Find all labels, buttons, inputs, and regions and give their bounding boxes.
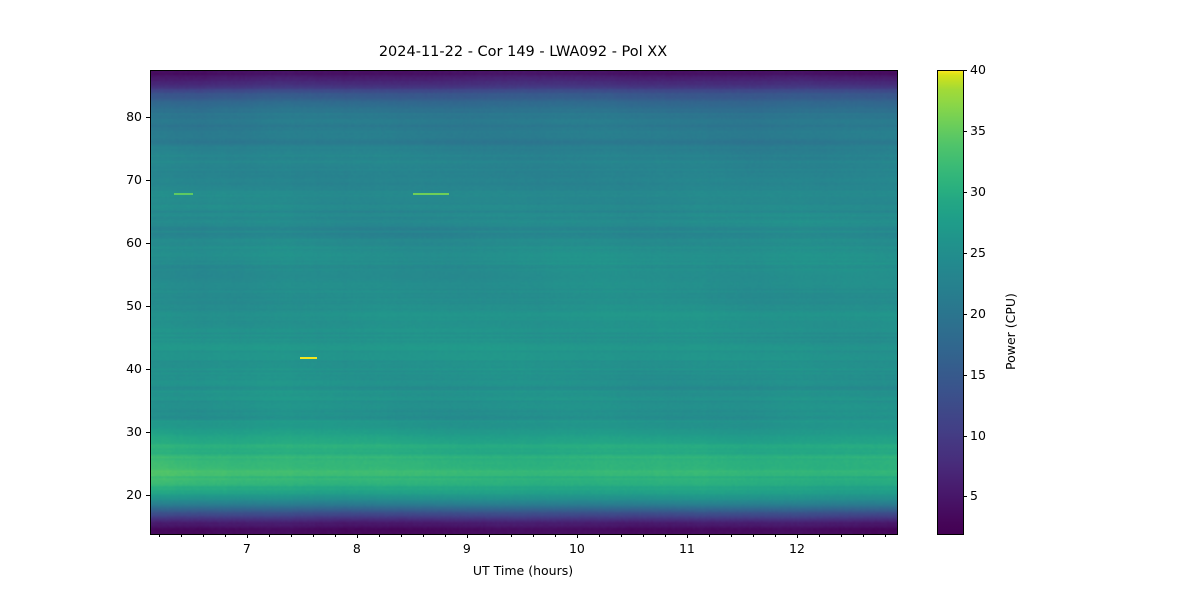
x-axis-tick-label: 7 — [242, 541, 251, 556]
colorbar — [937, 70, 964, 535]
x-axis-minor-tick-mark — [708, 534, 710, 537]
x-axis-minor-tick-mark — [532, 534, 534, 537]
spectrogram-axes — [150, 70, 898, 535]
x-axis-minor-tick-mark — [598, 534, 600, 537]
x-axis-minor-tick-mark — [510, 534, 512, 537]
y-axis-tick-label: 70 — [126, 172, 142, 188]
x-axis-minor-tick-mark — [400, 534, 402, 537]
colorbar-tick-label: 30 — [970, 183, 986, 199]
x-axis-minor-tick-mark — [334, 534, 336, 537]
colorbar-tick-mark — [963, 252, 967, 254]
x-axis-minor-tick-mark — [422, 534, 424, 537]
y-axis-tick-mark — [146, 306, 150, 308]
x-axis-tick-mark — [686, 534, 688, 538]
colorbar-tick-label: 15 — [970, 366, 986, 382]
colorbar-tick-label: 10 — [970, 427, 986, 443]
y-axis-tick-label: 50 — [126, 298, 142, 314]
x-axis-minor-tick-mark — [642, 534, 644, 537]
x-axis-minor-tick-mark — [730, 534, 732, 537]
colorbar-tick-mark — [963, 130, 967, 132]
colorbar-tick-label: 25 — [970, 244, 986, 260]
x-axis-minor-tick-mark — [620, 534, 622, 537]
x-axis-tick-mark — [246, 534, 248, 538]
colorbar-tick-label: 40 — [970, 62, 986, 77]
colorbar-tick-mark — [963, 374, 967, 376]
x-axis-tick-label: 10 — [568, 541, 585, 556]
colorbar-tick-mark — [963, 313, 967, 315]
colorbar-tick-label: 20 — [970, 305, 986, 321]
spectrogram-canvas — [151, 71, 897, 534]
y-axis-tick-mark — [146, 180, 150, 182]
x-axis-minor-tick-mark — [378, 534, 380, 537]
x-axis-tick-mark — [796, 534, 798, 538]
y-axis-tick-label: 40 — [126, 361, 142, 377]
colorbar-tick-mark — [963, 435, 967, 437]
page-title: 2024-11-22 - Cor 149 - LWA092 - Pol XX — [378, 44, 668, 60]
x-axis-minor-tick-mark — [840, 534, 842, 537]
y-axis-tick-mark — [146, 432, 150, 434]
x-axis-minor-tick-mark — [884, 534, 886, 537]
x-axis-minor-tick-mark — [312, 534, 314, 537]
colorbar-tick-label: 5 — [970, 488, 978, 504]
x-axis-minor-tick-mark — [180, 534, 182, 537]
colorbar-label: Power (CPU) — [1003, 293, 1018, 370]
x-axis-minor-tick-mark — [224, 534, 226, 537]
x-axis-minor-tick-mark — [488, 534, 490, 537]
x-axis-tick-label: 8 — [352, 541, 361, 556]
x-axis-minor-tick-mark — [862, 534, 864, 537]
colorbar-tick-mark — [963, 191, 967, 193]
x-axis-tick-mark — [466, 534, 468, 538]
colorbar-tick-label: 35 — [970, 122, 986, 138]
x-axis-tick-mark — [356, 534, 358, 538]
y-axis-tick-mark — [146, 117, 150, 119]
x-axis-minor-tick-mark — [290, 534, 292, 537]
y-axis-tick-label: 60 — [126, 235, 142, 251]
y-axis-tick-label: 30 — [126, 424, 142, 440]
x-axis-tick-label: 9 — [462, 541, 471, 556]
colorbar-tick-mark — [963, 70, 967, 71]
x-axis-minor-tick-mark — [752, 534, 754, 537]
x-axis-minor-tick-mark — [158, 534, 160, 537]
x-axis-minor-tick-mark — [554, 534, 556, 537]
x-axis-tick-label: 12 — [789, 541, 805, 556]
x-axis-minor-tick-mark — [268, 534, 270, 537]
x-axis-minor-tick-mark — [202, 534, 204, 537]
spectrogram-image — [151, 71, 897, 534]
x-axis-minor-tick-mark — [444, 534, 446, 537]
x-axis-label: UT Time (hours) — [472, 563, 574, 578]
x-axis-tick-mark — [576, 534, 578, 538]
y-axis-tick-mark — [146, 369, 150, 371]
y-axis-tick-label: 20 — [126, 487, 142, 503]
colorbar-tick-mark — [963, 496, 967, 498]
y-axis-tick-mark — [146, 495, 150, 497]
y-axis-tick-label: 80 — [126, 109, 142, 125]
x-axis-tick-label: 11 — [678, 541, 695, 556]
x-axis-minor-tick-mark — [818, 534, 820, 537]
y-axis-tick-mark — [146, 243, 150, 245]
x-axis-minor-tick-mark — [774, 534, 776, 537]
x-axis-minor-tick-mark — [664, 534, 666, 537]
